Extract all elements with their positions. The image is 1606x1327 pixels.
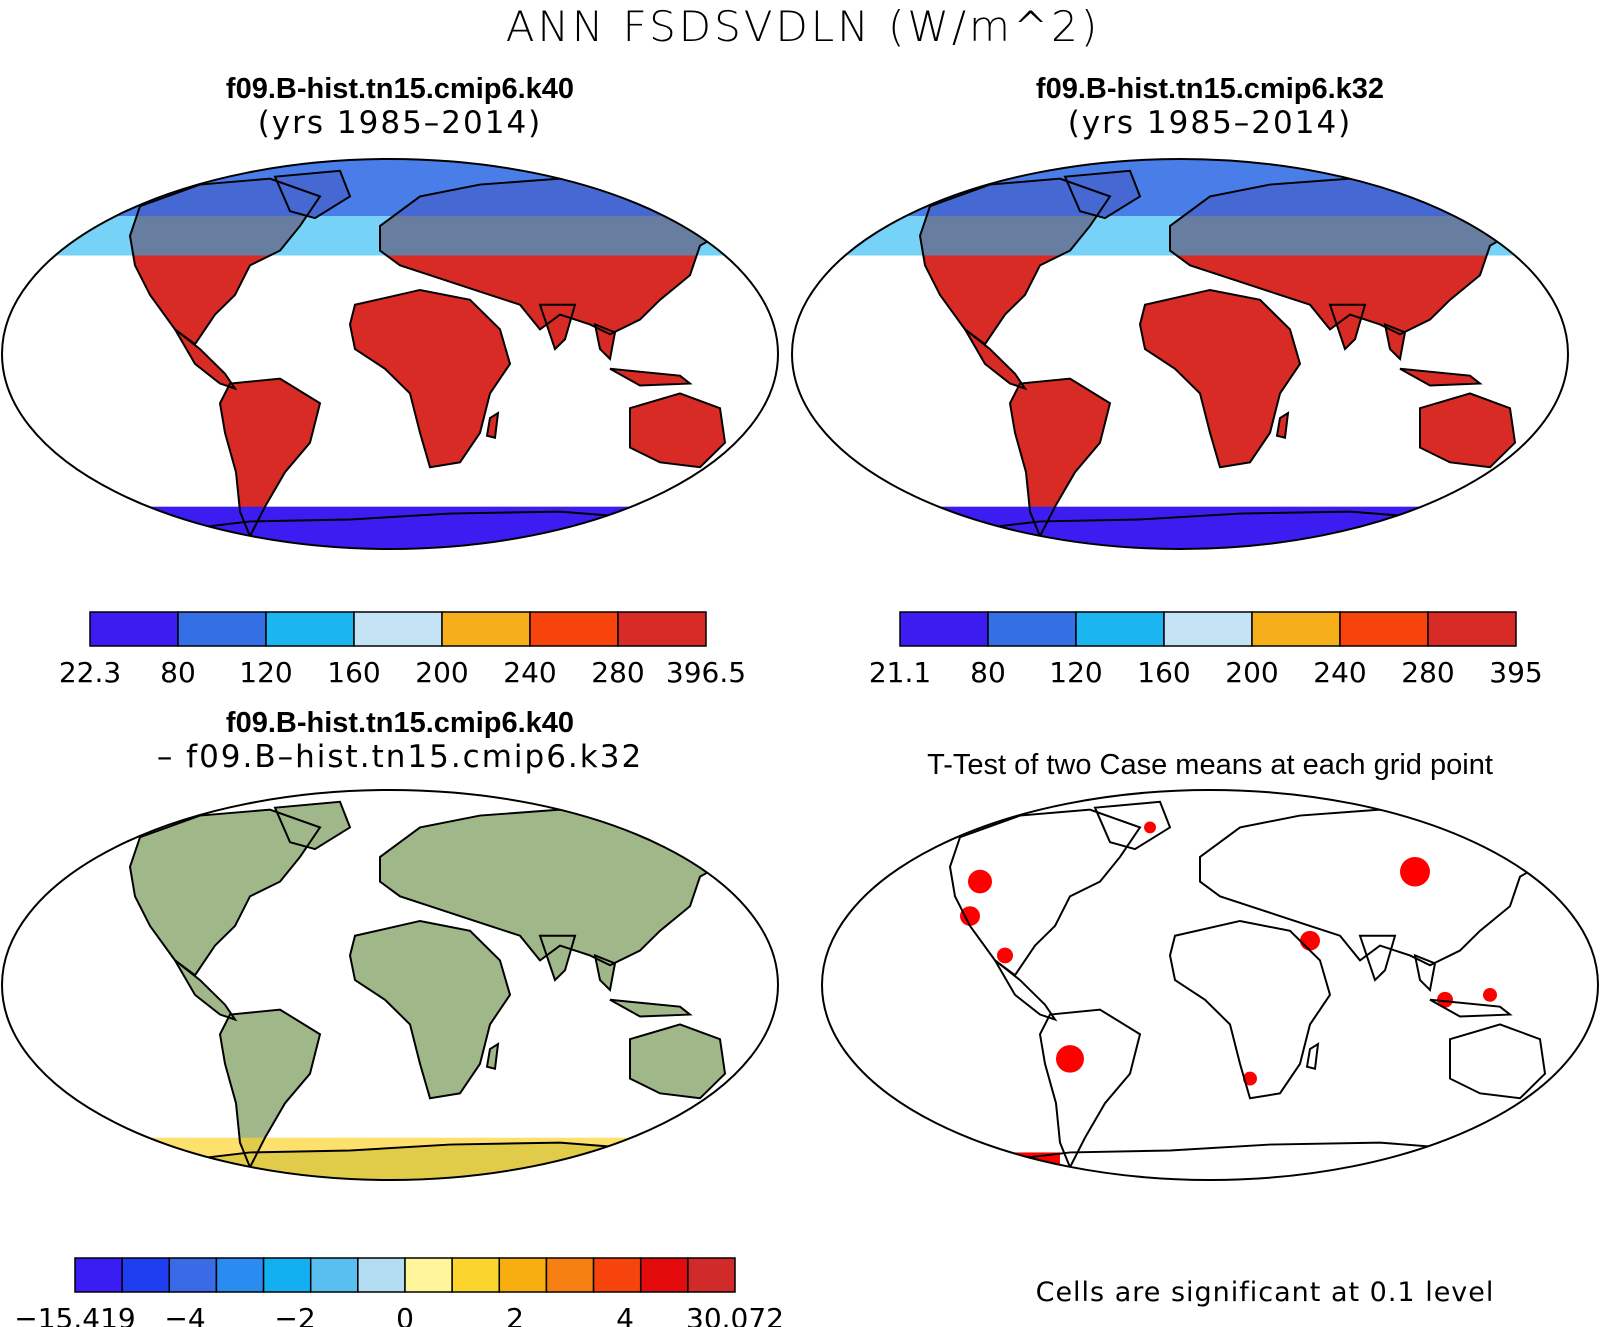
colorbar-label: 30.072 [686,1302,784,1327]
colorbar-top-right: 21.1 80 120 160 200 240 280 395 [869,611,1543,689]
colorbar-swatch [592,1257,642,1293]
colorbar-label: 22.3 [59,656,121,689]
map-top-right [791,158,1569,550]
colorbar-swatch [262,1257,312,1293]
colorbar-swatch [1075,611,1165,647]
panel-title-bottom-right: T-Test of two Case means at each grid po… [810,748,1606,782]
colorbar-swatch [404,1257,453,1293]
panel-years: (yrs 1985–2014) [1067,105,1353,141]
colorbar-label: 120 [239,656,292,689]
colorbar-swatch [215,1257,265,1293]
colorbar-label: 0 [396,1302,414,1327]
colorbar-swatch [1163,611,1253,647]
panel-case-name: f09.B-hist.tn15.cmip6.k40 [225,73,575,105]
colorbar-label: 2 [506,1302,524,1327]
colorbar-swatch [529,611,619,647]
panel-years: (yrs 1985–2014) [257,105,543,141]
colorbar-label: 21.1 [869,656,931,689]
colorbar-swatch [74,1257,123,1293]
colorbar-swatch [1339,611,1429,647]
colorbar-label: −15.419 [14,1302,135,1327]
colorbar-label: 280 [591,656,644,689]
colorbar-swatch [89,611,179,647]
colorbar-label: 240 [1313,656,1366,689]
map-bottom-right [821,789,1599,1181]
colorbar-label: 160 [1137,656,1190,689]
colorbar-label: 80 [160,656,196,689]
colorbar-swatch [498,1257,548,1293]
colorbar-swatch [353,611,443,647]
significance-note: Cells are significant at 0.1 level [1035,1277,1495,1308]
colorbar-swatch [451,1257,501,1293]
colorbar-label: 395 [1489,656,1542,689]
map-bottom-left [1,789,779,1181]
colorbar-swatch [309,1257,359,1293]
colorbar-swatch [265,611,355,647]
colorbar-top-left: 22.3 80 120 160 200 240 280 396.5 [59,611,746,689]
colorbar-swatch [987,611,1077,647]
colorbar-label: 280 [1401,656,1454,689]
colorbar-swatch [441,611,531,647]
colorbar-label: 160 [327,656,380,689]
colorbar-swatch [1427,611,1517,647]
colorbar-swatch [1251,611,1341,647]
colorbar-label: 200 [1225,656,1278,689]
ttest-title: T-Test of two Case means at each grid po… [927,749,1493,781]
panel-case-name: f09.B-hist.tn15.cmip6.k32 [1035,73,1385,105]
colorbar-swatch [177,611,267,647]
colorbar-swatch [639,1257,689,1293]
colorbar-label: −2 [274,1302,315,1327]
colorbar-swatch [687,1257,736,1293]
panel-difference-label: – f09.B–hist.tn15.cmip6.k32 [156,739,644,775]
colorbar-label: 4 [616,1302,634,1327]
colorbar-label: 396.5 [666,656,746,689]
panel-case-name: f09.B-hist.tn15.cmip6.k40 [225,707,575,739]
panel-title-top-left: f09.B-hist.tn15.cmip6.k40 (yrs 1985–2014… [100,72,700,140]
colorbar-label: 200 [415,656,468,689]
colorbar-swatch [617,611,707,647]
map-top-left [1,158,779,550]
colorbar-label: 80 [970,656,1006,689]
panel-title-bottom-left: f09.B-hist.tn15.cmip6.k40 – f09.B–hist.t… [100,706,700,774]
colorbar-label: 120 [1049,656,1102,689]
colorbar-swatch [545,1257,595,1293]
colorbar-swatch [357,1257,406,1293]
colorbar-swatch [168,1257,218,1293]
main-title: ANN FSDSVDLN (W/m^2) [505,2,1101,51]
colorbar-label: −4 [164,1302,205,1327]
colorbar-label: 240 [503,656,556,689]
panel-title-top-right: f09.B-hist.tn15.cmip6.k32 (yrs 1985–2014… [910,72,1510,140]
colorbar-swatch [899,611,989,647]
colorbar-bottom-left: −15.419 −4 −2 0 2 4 30.072 [14,1257,784,1327]
colorbar-swatch [121,1257,171,1293]
